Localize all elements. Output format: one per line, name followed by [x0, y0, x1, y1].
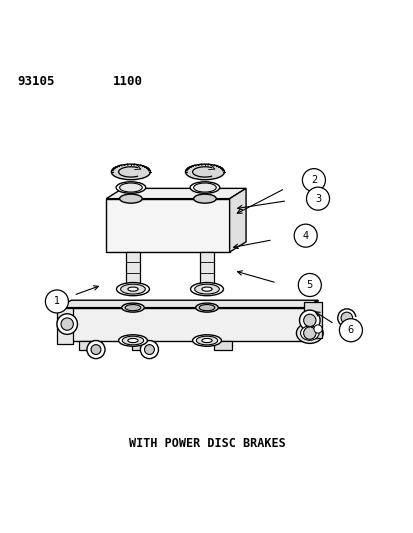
- FancyBboxPatch shape: [78, 341, 97, 350]
- Text: WITH POWER DISC BRAKES: WITH POWER DISC BRAKES: [128, 437, 285, 450]
- Text: 93105: 93105: [18, 75, 55, 88]
- Ellipse shape: [116, 282, 149, 296]
- Circle shape: [301, 168, 325, 192]
- Circle shape: [45, 290, 68, 313]
- Text: 1: 1: [54, 296, 60, 306]
- Circle shape: [61, 318, 73, 330]
- Circle shape: [294, 224, 316, 247]
- Text: 3: 3: [314, 193, 320, 204]
- Ellipse shape: [128, 338, 138, 343]
- Ellipse shape: [199, 304, 214, 311]
- Polygon shape: [229, 188, 245, 252]
- Ellipse shape: [128, 287, 138, 291]
- Ellipse shape: [119, 194, 142, 203]
- Polygon shape: [305, 300, 317, 341]
- Ellipse shape: [192, 335, 221, 346]
- Polygon shape: [59, 308, 305, 341]
- FancyBboxPatch shape: [57, 308, 73, 344]
- FancyBboxPatch shape: [303, 302, 321, 338]
- FancyBboxPatch shape: [199, 252, 214, 289]
- Polygon shape: [59, 300, 317, 308]
- Ellipse shape: [125, 304, 140, 311]
- FancyBboxPatch shape: [214, 341, 232, 350]
- Polygon shape: [106, 188, 245, 199]
- Text: 4: 4: [302, 231, 308, 241]
- Circle shape: [57, 314, 77, 334]
- Text: 2: 2: [310, 175, 316, 185]
- Circle shape: [337, 309, 355, 327]
- Circle shape: [313, 325, 321, 333]
- Ellipse shape: [118, 335, 147, 346]
- Circle shape: [140, 341, 158, 359]
- Text: 5: 5: [306, 280, 312, 290]
- Ellipse shape: [111, 164, 150, 180]
- FancyBboxPatch shape: [132, 341, 150, 350]
- Circle shape: [340, 312, 352, 324]
- Circle shape: [87, 341, 105, 359]
- Circle shape: [303, 314, 315, 327]
- Ellipse shape: [119, 183, 142, 192]
- Circle shape: [144, 345, 154, 354]
- Ellipse shape: [193, 183, 216, 192]
- Circle shape: [299, 310, 319, 330]
- Ellipse shape: [202, 287, 211, 291]
- Ellipse shape: [185, 164, 224, 180]
- Text: 1100: 1100: [112, 75, 142, 88]
- Ellipse shape: [190, 282, 223, 296]
- Polygon shape: [106, 199, 229, 252]
- Ellipse shape: [120, 284, 145, 294]
- Ellipse shape: [300, 326, 318, 340]
- Circle shape: [339, 319, 361, 342]
- Ellipse shape: [193, 194, 216, 203]
- Ellipse shape: [122, 336, 143, 345]
- FancyBboxPatch shape: [125, 252, 140, 289]
- Circle shape: [306, 187, 329, 210]
- Circle shape: [298, 273, 320, 296]
- Ellipse shape: [196, 336, 217, 345]
- Ellipse shape: [194, 284, 219, 294]
- Ellipse shape: [202, 338, 211, 343]
- Ellipse shape: [121, 303, 144, 312]
- Text: 6: 6: [347, 325, 353, 335]
- Ellipse shape: [296, 323, 323, 343]
- Ellipse shape: [190, 182, 219, 193]
- Circle shape: [91, 345, 101, 354]
- Ellipse shape: [195, 303, 218, 312]
- Circle shape: [303, 327, 315, 340]
- Ellipse shape: [116, 182, 145, 193]
